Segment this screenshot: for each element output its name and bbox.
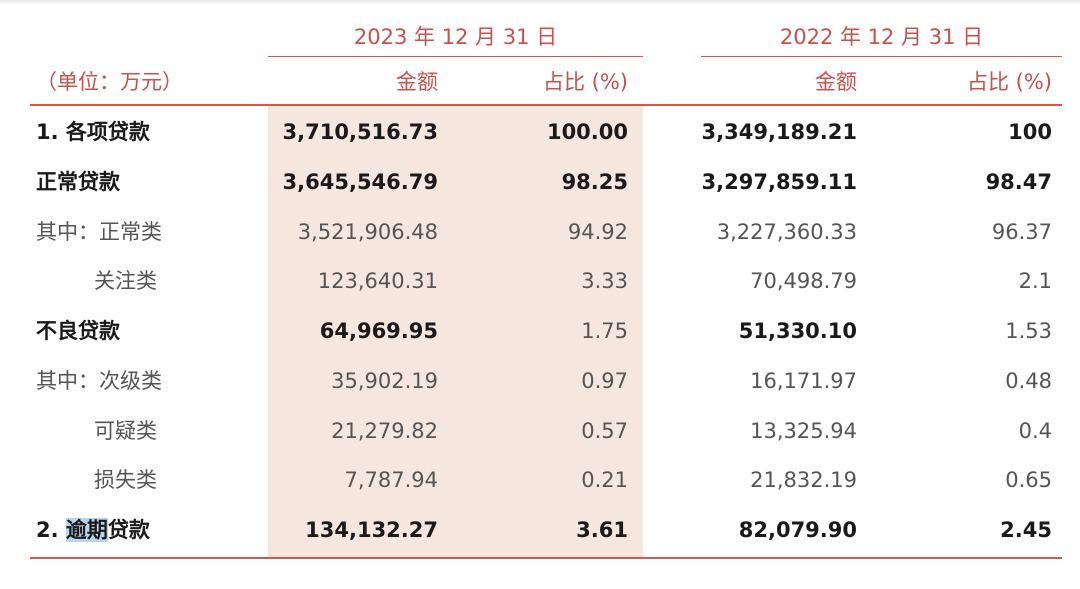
amount-header-2023: 金额 bbox=[396, 70, 438, 94]
amount-2022: 21,832.19 bbox=[750, 468, 857, 492]
ratio-2022: 1.53 bbox=[1005, 319, 1052, 343]
table-row: 1. 各项贷款 3,710,516.73 100.00 3,349,189.21… bbox=[0, 108, 1080, 157]
ratio-header-2022: 占比 (%) bbox=[966, 70, 1052, 94]
ratio-2022: 96.37 bbox=[991, 220, 1052, 244]
amount-2022: 70,498.79 bbox=[750, 269, 857, 293]
ratio-2022: 0.65 bbox=[1005, 468, 1052, 492]
ratio-2022: 2.1 bbox=[1018, 269, 1052, 293]
table-row: 2. 逾期贷款 134,132.27 3.61 82,079.90 2.45 bbox=[0, 506, 1080, 555]
header-year-2023: 2023 年 12 月 31 日 bbox=[353, 25, 558, 49]
row-label: 2. 逾期贷款 bbox=[36, 506, 150, 555]
amount-header-2022: 金额 bbox=[815, 70, 857, 94]
row-label: 可疑类 bbox=[94, 419, 157, 443]
amount-2022: 3,349,189.21 bbox=[701, 120, 857, 144]
amount-2023: 7,787.94 bbox=[344, 468, 438, 492]
table-row: 不良贷款 64,969.95 1.75 51,330.10 1.53 bbox=[0, 307, 1080, 356]
amount-2022: 51,330.10 bbox=[738, 319, 857, 343]
amount-2022: 3,227,360.33 bbox=[716, 220, 857, 244]
amount-2022: 13,325.94 bbox=[750, 419, 857, 443]
row-label: 不良贷款 bbox=[36, 319, 120, 343]
table-row: 损失类 7,787.94 0.21 21,832.19 0.65 bbox=[0, 456, 1080, 505]
ratio-2023: 98.25 bbox=[561, 170, 628, 194]
table-row: 正常贷款 3,645,546.79 98.25 3,297,859.11 98.… bbox=[0, 158, 1080, 207]
ratio-2022: 2.45 bbox=[1000, 518, 1052, 542]
amount-2023: 21,279.82 bbox=[331, 419, 438, 443]
ratio-2022: 98.47 bbox=[985, 170, 1052, 194]
amount-2023: 123,640.31 bbox=[317, 269, 438, 293]
row-label: 其中：次级类 bbox=[36, 369, 162, 393]
amount-2022: 16,171.97 bbox=[750, 369, 857, 393]
table-row: 其中：次级类 35,902.19 0.97 16,171.97 0.48 bbox=[0, 357, 1080, 406]
row-label-suffix: 贷款 bbox=[107, 518, 150, 542]
selected-text-highlight[interactable]: 逾期 bbox=[65, 518, 108, 542]
amount-2023: 134,132.27 bbox=[305, 518, 438, 542]
row-label: 正常贷款 bbox=[36, 170, 120, 194]
ratio-2022: 100 bbox=[1008, 120, 1052, 144]
row-label: 1. 各项贷款 bbox=[36, 120, 150, 144]
amount-2023: 3,645,546.79 bbox=[282, 170, 438, 194]
header-year-2022: 2022 年 12 月 31 日 bbox=[779, 25, 984, 49]
row-label: 损失类 bbox=[94, 468, 157, 492]
ratio-2023: 1.75 bbox=[581, 319, 628, 343]
ratio-2023: 94.92 bbox=[567, 220, 628, 244]
unit-label: （单位：万元） bbox=[36, 70, 183, 94]
ratio-2023: 100.00 bbox=[546, 120, 628, 144]
row-label-prefix: 2. bbox=[36, 518, 66, 542]
amount-2023: 3,521,906.48 bbox=[297, 220, 438, 244]
ratio-header-2023: 占比 (%) bbox=[542, 70, 628, 94]
table-row: 关注类 123,640.31 3.33 70,498.79 2.1 bbox=[0, 257, 1080, 306]
amount-2023: 3,710,516.73 bbox=[282, 120, 438, 144]
header-underline-2023 bbox=[268, 56, 643, 57]
row-label: 其中：正常类 bbox=[36, 220, 162, 244]
header-underline-2022 bbox=[701, 56, 1062, 57]
column-highlight-2023 bbox=[268, 106, 643, 558]
row-label: 关注类 bbox=[94, 269, 157, 293]
ratio-2023: 0.21 bbox=[581, 468, 628, 492]
header-rule bbox=[30, 104, 1062, 106]
bottom-rule bbox=[30, 557, 1062, 559]
amount-2023: 64,969.95 bbox=[319, 319, 438, 343]
table-row: 其中：正常类 3,521,906.48 94.92 3,227,360.33 9… bbox=[0, 208, 1080, 257]
ratio-2023: 0.97 bbox=[581, 369, 628, 393]
amount-2022: 82,079.90 bbox=[738, 518, 857, 542]
ratio-2023: 3.61 bbox=[576, 518, 628, 542]
ratio-2022: 0.48 bbox=[1005, 369, 1052, 393]
table-row: 可疑类 21,279.82 0.57 13,325.94 0.4 bbox=[0, 407, 1080, 456]
amount-2022: 3,297,859.11 bbox=[701, 170, 857, 194]
amount-2023: 35,902.19 bbox=[331, 369, 438, 393]
top-shadow bbox=[0, 0, 1080, 5]
ratio-2023: 0.57 bbox=[581, 419, 628, 443]
ratio-2022: 0.4 bbox=[1018, 419, 1052, 443]
ratio-2023: 3.33 bbox=[581, 269, 628, 293]
